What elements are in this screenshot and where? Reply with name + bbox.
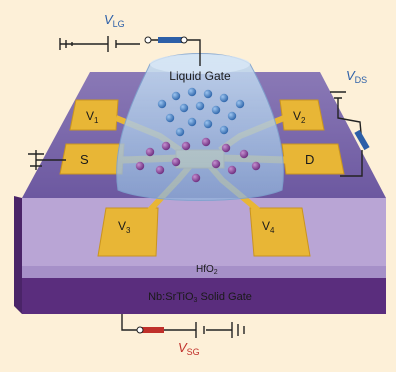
vds-switch	[354, 129, 370, 151]
s-wire	[28, 150, 66, 170]
ion-positive	[203, 89, 213, 99]
ion-negative	[191, 173, 201, 183]
vsg-switch-pivot	[136, 326, 144, 334]
ion-positive	[175, 127, 185, 137]
ion-positive	[165, 113, 175, 123]
ion-positive	[187, 117, 197, 127]
ion-negative	[221, 143, 231, 153]
circuits	[28, 36, 363, 338]
ion-positive	[219, 93, 229, 103]
electrode-v2	[279, 99, 325, 131]
v4-label: V4	[262, 219, 275, 235]
solid-gate-block	[22, 278, 386, 314]
vsg-ground	[231, 322, 245, 338]
v1-label: V1	[86, 109, 99, 125]
electrode-v3	[97, 207, 159, 257]
v2-label: V2	[293, 109, 306, 125]
hfo2-label: HfO2	[196, 264, 218, 276]
ion-negative	[171, 157, 181, 167]
ion-positive	[219, 125, 229, 135]
liquid-gate-label: Liquid Gate	[169, 69, 231, 83]
vsg-battery	[195, 322, 205, 338]
ion-positive	[171, 91, 181, 101]
vsg-switch	[140, 327, 164, 333]
vlg-switch	[158, 37, 184, 43]
vlg-ground	[59, 38, 73, 50]
vlg-battery	[107, 36, 117, 52]
ion-negative	[251, 161, 261, 171]
ions	[135, 87, 261, 183]
electrode-v1	[69, 99, 119, 131]
drain-label: D	[305, 152, 314, 167]
vlg-label: VLG	[104, 12, 125, 29]
vsg-label: VSG	[178, 340, 200, 357]
ion-negative	[155, 165, 165, 175]
ion-negative	[145, 147, 155, 157]
ion-positive	[211, 105, 221, 115]
liquid-droplet	[116, 53, 284, 201]
ion-negative	[161, 141, 171, 151]
ion-positive	[227, 111, 237, 121]
vlg-switch-pivot-a	[144, 36, 152, 44]
ion-negative	[181, 141, 191, 151]
ion-positive	[187, 87, 197, 97]
ion-negative	[239, 149, 249, 159]
vds-label: VDS	[346, 68, 367, 85]
vds-battery	[330, 91, 346, 99]
ion-negative	[135, 161, 145, 171]
v3-label: V3	[118, 219, 131, 235]
substrate-left-edge	[14, 196, 22, 314]
vlg-wire	[60, 39, 201, 66]
solid-gate-label: Nb:SrTiO3 Solid Gate	[148, 291, 252, 304]
ion-negative	[201, 137, 211, 147]
vlg-switch-pivot-b	[180, 36, 188, 44]
electrode-s	[59, 143, 125, 175]
electrode-v4	[249, 207, 311, 257]
hfo2-layer-shade	[22, 266, 386, 278]
liquid-gate	[116, 53, 284, 201]
source-label: S	[80, 152, 89, 167]
ion-negative	[227, 165, 237, 175]
electrode-d	[281, 143, 345, 175]
ion-positive	[235, 99, 245, 109]
ion-negative	[211, 159, 221, 169]
ion-positive	[203, 119, 213, 129]
ion-positive	[195, 101, 205, 111]
ion-positive	[157, 99, 167, 109]
ion-positive	[179, 103, 189, 113]
vsg-wire	[121, 314, 232, 331]
